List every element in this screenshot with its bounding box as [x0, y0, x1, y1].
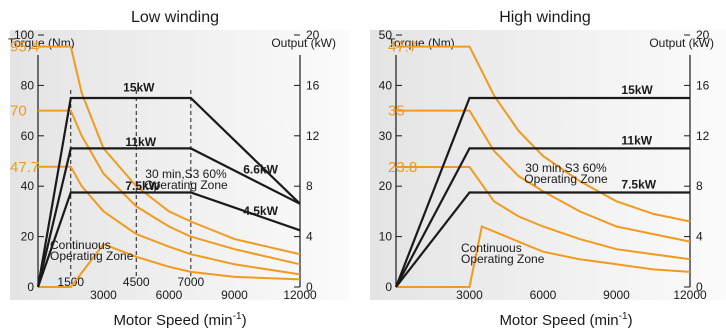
left-tick-label: 40	[379, 78, 393, 92]
speed-marker-label: 7000	[177, 275, 204, 289]
left-tick-label: 100	[14, 28, 34, 42]
output-curve-label: 15kW	[123, 81, 155, 95]
torque-curve-0	[396, 45, 691, 223]
right-axis-title: Output (kW)	[271, 36, 336, 50]
x-tick-label: 12000	[283, 288, 317, 302]
left-tick-label: 0	[385, 280, 392, 294]
right-tick-label: 12	[696, 129, 710, 143]
left-tick-label: 60	[21, 129, 35, 143]
torque-curve-1	[38, 109, 301, 266]
torque-curve-3	[396, 225, 691, 288]
x-tick-label: 3000	[90, 288, 117, 302]
zone-s3-label: Operating Zone	[144, 178, 228, 192]
left-tick-label: 30	[379, 129, 393, 143]
right-tick-label: 4	[306, 230, 313, 244]
output-curve-2	[36, 191, 301, 288]
output-curve-1	[36, 147, 301, 288]
output-curve-label: 15kW	[621, 83, 653, 97]
torque-highlight-label: 70	[10, 103, 27, 120]
zone-s3-label: 30 min,S3 60%	[145, 167, 227, 181]
right-tick-label: 16	[306, 78, 320, 92]
x-tick-label: 6000	[156, 288, 183, 302]
right-tick-label: 4	[696, 230, 703, 244]
output-curve-label: 7.5kW	[125, 179, 160, 193]
output-end-label: 6.6kW	[243, 163, 278, 177]
x-tick-label: 9000	[603, 288, 630, 302]
right-axis-title: Output (kW)	[649, 36, 714, 50]
x-axis-title: Motor Speed (min-1)	[113, 311, 246, 329]
torque-highlight-label: 47.7	[10, 159, 39, 176]
torque-curve-1	[396, 109, 691, 243]
torque-curve-2	[38, 165, 301, 276]
left-tick-label: 0	[27, 280, 34, 294]
zone-s3-label: 30 min,S3 60%	[525, 161, 607, 175]
zone-continuous-label: Continuous	[50, 238, 111, 252]
left-tick-label: 40	[21, 179, 35, 193]
left-tick-label: 20	[21, 230, 35, 244]
right-tick-label: 20	[306, 28, 320, 42]
x-tick-label: 9000	[221, 288, 248, 302]
output-curve-0	[394, 96, 690, 288]
right-tick-label: 0	[306, 280, 313, 294]
torque-highlight-label: 35	[388, 103, 405, 120]
torque-highlight-label: 23.8	[388, 159, 417, 176]
x-tick-label: 6000	[530, 288, 557, 302]
left-tick-label: 50	[379, 28, 393, 42]
right-tick-label: 12	[306, 129, 320, 143]
output-curve-1	[395, 147, 690, 288]
zone-s3-label: Operating Zone	[524, 172, 608, 186]
output-curve-label: 11kW	[125, 135, 156, 149]
torque-highlight-label: 95.4	[10, 39, 39, 56]
chart-title: High winding	[499, 9, 591, 26]
zone-continuous-label: Continuous	[461, 241, 522, 255]
left-tick-label: 80	[21, 78, 35, 92]
right-tick-label: 20	[696, 28, 710, 42]
torque-curve-0	[38, 45, 301, 256]
torque-highlight-label: 47.7	[388, 39, 417, 56]
plot-background	[370, 30, 726, 300]
speed-marker-label: 4500	[123, 275, 150, 289]
right-tick-label: 16	[696, 78, 710, 92]
right-tick-label: 8	[696, 179, 703, 193]
right-tick-label: 8	[306, 179, 313, 193]
output-curve-2	[395, 191, 690, 288]
zone-continuous-label: Operating Zone	[50, 249, 134, 263]
x-tick-label: 3000	[456, 288, 483, 302]
output-end-label: 4.5kW	[243, 204, 278, 218]
output-curve-label: 7.5kW	[621, 178, 656, 192]
left-tick-label: 10	[379, 230, 393, 244]
chart-title: Low winding	[131, 9, 219, 26]
output-curve-0	[36, 96, 301, 288]
left-tick-label: 20	[379, 179, 393, 193]
torque-curve-2	[396, 166, 691, 261]
torque-curve-3	[38, 242, 301, 288]
x-tick-label: 12000	[673, 288, 707, 302]
zone-continuous-label: Operating Zone	[461, 252, 545, 266]
right-tick-label: 0	[696, 280, 703, 294]
x-axis-title: Motor Speed (min-1)	[499, 311, 632, 329]
output-curve-label: 11kW	[621, 134, 652, 148]
